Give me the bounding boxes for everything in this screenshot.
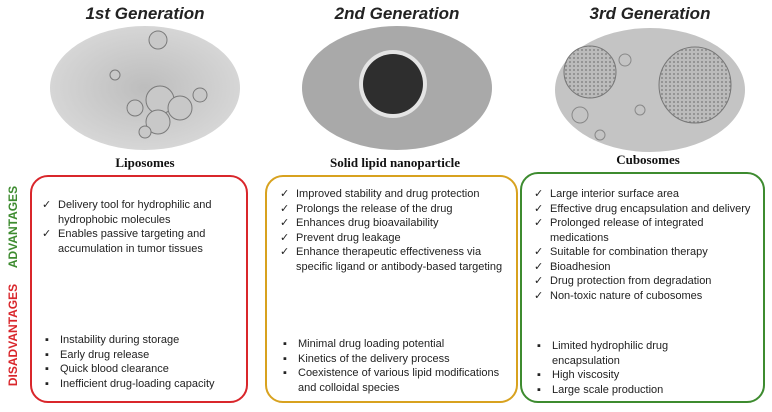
advantage-item: Improved stability and drug protection [280,187,512,202]
disadvantages-label: DISADVANTAGES [6,283,20,387]
advantage-item: Drug protection from degradation [534,274,759,289]
advantage-item: Enhances drug bioavailability [280,216,512,231]
advantages-list: Large interior surface areaEffective dru… [534,187,759,303]
advantages-label: ADVANTAGES [6,185,20,269]
disadvantage-item: Quick blood clearance [44,362,244,377]
advantage-item: Enables passive targeting and accumulati… [42,227,242,256]
advantage-item: Suitable for combination therapy [534,245,759,260]
advantage-item: Enhance therapeutic effectiveness via sp… [280,245,512,274]
disadvantage-item: High viscosity [536,368,736,383]
nanoparticle-box [265,175,518,403]
cubosome-box [520,172,765,403]
liposome-box [30,175,248,403]
disadvantage-item: Large scale production [536,383,736,398]
nanoparticle-image [302,26,492,150]
advantage-item: Prevent drug leakage [280,231,512,246]
disadvantage-item: Inefficient drug-loading capacity [44,377,244,392]
disadvantage-item: Kinetics of the delivery process [282,352,512,367]
generation-title: 2nd Generation [334,4,460,23]
generation-title: 1st Generation [85,4,205,23]
advantages-list: Improved stability and drug protectionPr… [280,187,512,274]
disadvantages-list: Instability during storageEarly drug rel… [44,333,244,391]
micrographs [50,26,745,152]
advantage-item: Prolongs the release of the drug [280,202,512,217]
disadvantage-item: Instability during storage [44,333,244,348]
advantage-item: Prolonged release of integrated medicati… [534,216,759,245]
column-label: Solid lipid nanoparticle [329,155,461,170]
disadvantages-list: Minimal drug loading potentialKinetics o… [282,337,512,395]
disadvantage-item: Coexistence of various lipid modificatio… [282,366,512,395]
advantage-item: Bioadhesion [534,260,759,275]
cubosome-image [555,28,745,152]
disadvantage-item: Minimal drug loading potential [282,337,512,352]
column-label: Liposomes [115,155,175,170]
advantage-item: Non-toxic nature of cubosomes [534,289,759,304]
liposome-image [50,26,240,150]
generation-title: 3rd Generation [589,4,711,23]
advantage-item: Large interior surface area [534,187,759,202]
advantage-item: Effective drug encapsulation and deliver… [534,202,759,217]
disadvantage-item: Limited hydrophilic drug encapsulation [536,339,736,368]
disadvantages-list: Limited hydrophilic drug encapsulationHi… [536,339,736,397]
advantages-list: Delivery tool for hydrophilic and hydrop… [42,198,242,256]
disadvantage-item: Early drug release [44,348,244,363]
column-label: Cubosomes [616,152,680,167]
advantage-item: Delivery tool for hydrophilic and hydrop… [42,198,242,227]
